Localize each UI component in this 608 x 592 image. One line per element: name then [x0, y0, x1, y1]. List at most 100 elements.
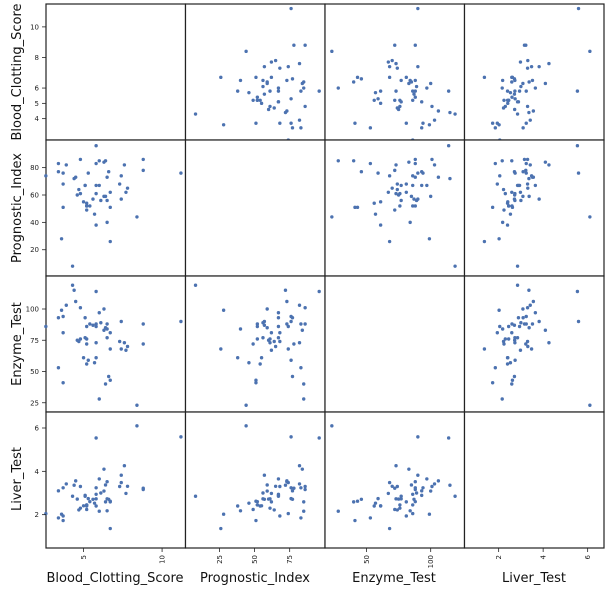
scatter-point [269, 491, 274, 496]
scatter-point [108, 378, 112, 382]
scatter-point [526, 58, 530, 63]
scatter-point [414, 198, 419, 203]
scatter-point [122, 341, 127, 345]
scatter-point [528, 303, 532, 307]
scatter-point [502, 208, 506, 212]
scatter-point [119, 480, 123, 485]
scatter-point [278, 484, 282, 489]
scatter-point [506, 356, 510, 360]
scatter-point [94, 486, 98, 490]
scatter-point [266, 338, 271, 342]
scatter-point [425, 86, 429, 90]
scatter-point [518, 60, 523, 64]
scatter-point [255, 324, 260, 329]
scatter-point [521, 170, 525, 174]
scatter-point [251, 98, 255, 102]
scatter-point [297, 464, 302, 468]
scatter-point [336, 86, 340, 90]
scatter-point [278, 339, 282, 344]
scatter-point [276, 89, 281, 93]
scatter-point [290, 77, 295, 81]
scatter-point [495, 331, 500, 335]
scatter-point [503, 191, 508, 196]
y-axis-label-blood-clotting-score: Blood_Clotting_Score [10, 3, 25, 140]
x-tick-label: 100 [427, 555, 435, 568]
scatter-point [303, 306, 307, 310]
scatter-point [122, 464, 127, 468]
scatter-point [92, 212, 97, 216]
scatter-point [303, 104, 307, 109]
scatter-point [272, 106, 276, 110]
scatter-point [273, 484, 278, 488]
scatter-point [119, 319, 123, 324]
scatter-point [525, 182, 530, 186]
scatter-point [411, 511, 415, 516]
scatter-point [117, 339, 122, 344]
scatter-point [255, 95, 260, 99]
scatter-point [72, 483, 76, 487]
scatter-point [261, 491, 265, 495]
scatter-point [512, 107, 517, 112]
scatter-point [430, 157, 434, 162]
scatter-point [395, 484, 400, 489]
scatter-point [521, 316, 525, 320]
scatter-point [408, 220, 412, 225]
scatter-point [94, 322, 98, 326]
scatter-point [106, 497, 111, 501]
scatter-point [428, 194, 433, 199]
y-tick-label: 6 [35, 425, 40, 433]
scatter-point [411, 204, 415, 208]
scatter-point [289, 486, 293, 490]
scatter-point [261, 336, 265, 340]
scatter-point [409, 80, 414, 84]
scatter-point [290, 126, 295, 130]
scatter-point [432, 163, 437, 167]
scatter-point [44, 324, 48, 329]
scatter-point [498, 324, 502, 329]
scatter-point [299, 486, 303, 490]
scatter-point [522, 157, 527, 162]
scatter-point [289, 121, 293, 125]
scatter-point [515, 264, 520, 268]
y-tick-label: 60 [30, 192, 39, 200]
scatter-point [513, 341, 517, 345]
scatter-point [255, 322, 260, 326]
scatter-point [219, 347, 223, 351]
scatter-point [576, 319, 581, 324]
scatter-point [292, 342, 296, 346]
scatter-point [99, 321, 103, 325]
scatter-point [575, 89, 580, 93]
scatter-point [103, 326, 108, 330]
scatter-point [84, 324, 89, 329]
scatter-point [179, 171, 183, 175]
scatter-point [94, 161, 98, 166]
scatter-point [251, 507, 255, 512]
scatter-point [395, 187, 400, 192]
scatter-point [432, 482, 437, 486]
scatter-point [436, 109, 441, 113]
scatter-point [254, 75, 258, 80]
scatter-point [521, 307, 525, 311]
scatter-point [394, 191, 398, 196]
scatter-point [387, 75, 392, 80]
scatter-point [515, 112, 520, 116]
scatter-point [543, 160, 548, 164]
scatter-point [75, 497, 79, 501]
scatter-point [102, 307, 106, 311]
scatter-point [97, 183, 101, 188]
scatter-point [141, 322, 145, 326]
scatter-point [219, 526, 223, 531]
scatter-point [575, 289, 580, 294]
scatter-point [413, 499, 417, 504]
scatter-point [413, 161, 417, 166]
scatter-point [117, 182, 122, 186]
scatter-point [517, 324, 522, 329]
panel-frame [45, 139, 187, 277]
scatter-point [427, 237, 432, 241]
scatter-point [409, 194, 414, 199]
scatter-point [286, 64, 290, 69]
scatter-point [351, 159, 356, 163]
scatter-point [91, 497, 95, 501]
scatter-point [372, 504, 376, 508]
